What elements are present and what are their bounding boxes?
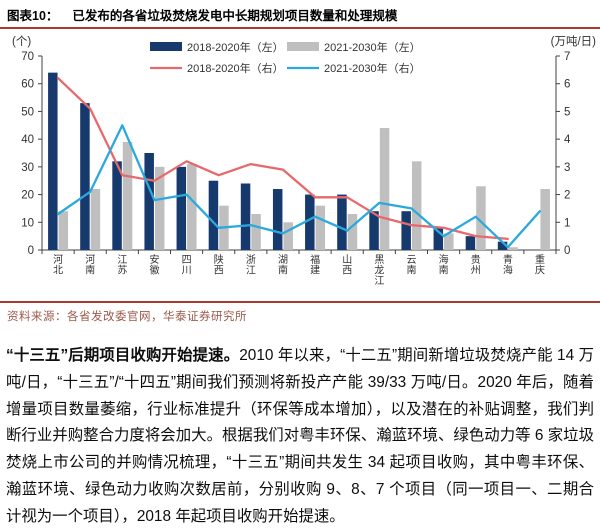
legend-label: 2021-2030年（左） bbox=[324, 40, 421, 54]
bar bbox=[283, 222, 293, 250]
bar bbox=[58, 211, 69, 250]
bar bbox=[497, 241, 508, 250]
bar bbox=[112, 161, 122, 250]
bar bbox=[315, 205, 326, 250]
bar bbox=[80, 103, 90, 250]
figure-title: 已发布的各省垃圾焚烧发电中长期规划项目数量和处理规模 bbox=[72, 9, 398, 23]
right-tick-label: 1 bbox=[564, 217, 570, 229]
bar bbox=[476, 186, 486, 250]
bar bbox=[144, 153, 154, 250]
bar bbox=[208, 180, 219, 250]
bar bbox=[154, 166, 165, 250]
bar bbox=[176, 166, 187, 250]
right-tick-label: 4 bbox=[564, 134, 571, 146]
x-category-label: 安徽 bbox=[149, 253, 159, 277]
chart-area: (个) (万吨/日) 2018-2020年（左） 2021-2030年（左） 2018-… bbox=[0, 29, 600, 301]
x-category-label: 浙江 bbox=[246, 254, 256, 277]
x-category-label: 福建 bbox=[310, 253, 320, 277]
bar bbox=[444, 233, 454, 250]
right-axis-unit: (万吨/日) bbox=[551, 35, 597, 48]
chart-svg: (个) (万吨/日) 2018-2020年（左） 2021-2030年（左） 2018-… bbox=[12, 35, 597, 287]
legend-label: 2018-2020年（左） bbox=[187, 40, 284, 54]
legend-label: 2018-2020年（右） bbox=[187, 61, 284, 75]
left-tick-label: 50 bbox=[21, 106, 34, 118]
paragraph-lead: “十三五”后期项目收购开始提速。 bbox=[6, 347, 240, 364]
bar bbox=[369, 211, 379, 250]
legend-swatch-bar bbox=[287, 42, 319, 51]
x-category-label: 江苏 bbox=[117, 254, 127, 277]
bar bbox=[305, 194, 315, 250]
body-paragraph: “十三五”后期项目收购开始提速。2010 年以来，“十二五”期间新增垃圾焚烧产能… bbox=[6, 343, 594, 531]
right-tick-label: 3 bbox=[564, 162, 570, 174]
left-tick-label: 70 bbox=[21, 51, 34, 63]
legend-swatch-bar bbox=[150, 42, 182, 51]
left-tick-label: 0 bbox=[28, 245, 34, 257]
x-category-label: 四川 bbox=[182, 255, 192, 277]
x-category-label: 海南 bbox=[439, 253, 449, 277]
x-category-label: 陕西 bbox=[214, 253, 224, 277]
x-category-label: 河南 bbox=[85, 254, 95, 277]
left-tick-label: 40 bbox=[21, 134, 34, 146]
bar bbox=[122, 141, 133, 250]
line-series bbox=[56, 124, 542, 249]
x-category-label: 山西 bbox=[342, 254, 352, 277]
bar bbox=[240, 183, 251, 250]
chart-bottom-divider bbox=[0, 301, 600, 303]
right-tick-label: 5 bbox=[564, 106, 570, 118]
bar bbox=[251, 213, 261, 250]
x-category-label: 云南 bbox=[406, 255, 416, 277]
title-divider bbox=[0, 27, 600, 29]
bar bbox=[433, 227, 444, 250]
bar bbox=[337, 194, 347, 250]
left-tick-label: 10 bbox=[21, 217, 34, 229]
figure-label: 图表10： bbox=[7, 9, 59, 23]
right-tick-label: 0 bbox=[564, 245, 570, 257]
bar bbox=[272, 189, 283, 250]
right-tick-label: 7 bbox=[564, 51, 570, 63]
right-tick-label: 6 bbox=[564, 79, 570, 91]
bar bbox=[401, 211, 411, 250]
bar bbox=[347, 213, 358, 250]
left-axis-unit: (个) bbox=[12, 35, 31, 48]
paragraph-body: 2010 年以来，“十二五”期间新增垃圾焚烧产能 14 万吨/日，“十三五”/“… bbox=[6, 347, 594, 525]
bar bbox=[379, 128, 390, 250]
x-category-label: 黑龙江 bbox=[374, 254, 384, 287]
left-tick-label: 60 bbox=[21, 79, 34, 91]
bar bbox=[48, 72, 58, 250]
legend-label: 2021-2030年（右） bbox=[324, 61, 421, 75]
bar bbox=[465, 236, 476, 250]
figure-header: 图表10： 已发布的各省垃圾焚烧发电中长期规划项目数量和处理规模 bbox=[0, 0, 600, 27]
bar bbox=[411, 161, 422, 250]
left-tick-label: 20 bbox=[21, 190, 34, 202]
x-category-label: 湖南 bbox=[278, 254, 288, 277]
source-note: 资料来源：各省发改委官网，华泰证券研究所 bbox=[7, 311, 247, 323]
bar bbox=[90, 189, 101, 250]
x-category-label: 贵州 bbox=[471, 253, 481, 277]
x-category-label: 河北 bbox=[53, 254, 63, 277]
x-category-label: 青海 bbox=[503, 253, 513, 277]
bar bbox=[508, 247, 518, 250]
left-tick-label: 30 bbox=[21, 162, 34, 174]
bar bbox=[187, 164, 197, 250]
bar bbox=[540, 189, 550, 250]
right-tick-label: 2 bbox=[564, 190, 570, 202]
x-category-label: 重庆 bbox=[535, 253, 545, 277]
